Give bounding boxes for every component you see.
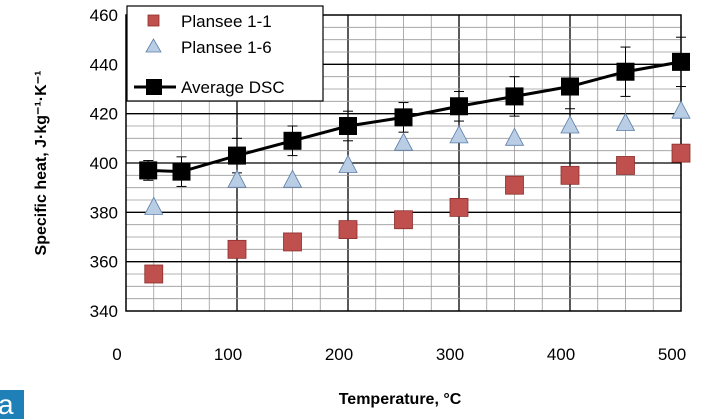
marker-plansee-1-6 <box>671 100 691 119</box>
marker-average-dsc <box>394 108 413 127</box>
legend-label-average-dsc: Average DSC <box>181 78 285 97</box>
marker-average-dsc <box>672 52 690 71</box>
y-tick-label: 460 <box>90 6 118 25</box>
marker-plansee-1-1 <box>394 210 413 230</box>
marker-average-dsc <box>283 131 302 150</box>
series-layer <box>139 52 691 284</box>
y-tick-label: 380 <box>90 203 118 222</box>
legend: Plansee 1-1 Plansee 1-6 Average DSC <box>126 5 324 102</box>
marker-average-dsc <box>561 77 579 96</box>
marker-average-dsc <box>228 146 246 165</box>
marker-plansee-1-1 <box>144 264 164 284</box>
x-tick-label: 0 <box>112 345 121 364</box>
marker-average-dsc <box>172 162 191 181</box>
marker-plansee-1-1 <box>449 197 469 217</box>
marker-average-dsc <box>139 161 158 180</box>
legend-marker-plansee-1-1 <box>147 14 160 27</box>
marker-plansee-1-6 <box>227 169 247 188</box>
marker-plansee-1-1 <box>227 239 247 259</box>
marker-plansee-1-1 <box>560 165 580 185</box>
marker-plansee-1-6 <box>504 127 525 146</box>
x-axis-title: Temperature, °C <box>339 391 462 408</box>
y-tick-label: 420 <box>90 105 118 124</box>
x-tick-label: 100 <box>214 345 242 364</box>
x-tick-label: 500 <box>658 345 686 364</box>
y-tick-labels: 340 360 380 400 420 440 460 <box>90 6 118 321</box>
x-tick-label: 300 <box>436 345 464 364</box>
marker-average-dsc <box>450 97 468 116</box>
y-tick-label: 440 <box>90 55 118 74</box>
y-tick-label: 400 <box>90 154 118 173</box>
marker-plansee-1-6 <box>338 154 358 173</box>
panel-label: a <box>0 390 24 419</box>
x-tick-label: 200 <box>325 345 353 364</box>
marker-plansee-1-1 <box>283 232 302 252</box>
marker-average-dsc <box>616 62 635 81</box>
marker-plansee-1-6 <box>560 115 580 134</box>
x-tick-labels: 0 100 200 300 400 500 <box>112 345 686 364</box>
marker-plansee-1-1 <box>505 175 524 195</box>
marker-average-dsc <box>505 87 524 106</box>
plot-area <box>125 14 682 312</box>
x-tick-label: 400 <box>547 345 575 364</box>
marker-plansee-1-6 <box>144 196 164 215</box>
marker-plansee-1-6 <box>282 169 303 188</box>
marker-plansee-1-1 <box>671 143 691 163</box>
y-axis-title: Specific heat, J·kg⁻¹·K⁻¹ <box>33 71 50 256</box>
marker-plansee-1-1 <box>616 156 635 175</box>
marker-plansee-1-6 <box>449 125 469 144</box>
legend-label-plansee-1-1: Plansee 1-1 <box>181 12 272 31</box>
y-tick-label: 360 <box>90 253 118 272</box>
legend-marker-average-dsc <box>146 79 162 95</box>
marker-average-dsc <box>339 117 357 135</box>
marker-plansee-1-6 <box>393 132 414 151</box>
legend-label-plansee-1-6: Plansee 1-6 <box>181 38 272 57</box>
y-tick-label: 340 <box>90 302 118 321</box>
marker-plansee-1-1 <box>338 220 358 240</box>
marker-plansee-1-6 <box>615 112 636 131</box>
legend-marker-plansee-1-6 <box>145 38 162 53</box>
